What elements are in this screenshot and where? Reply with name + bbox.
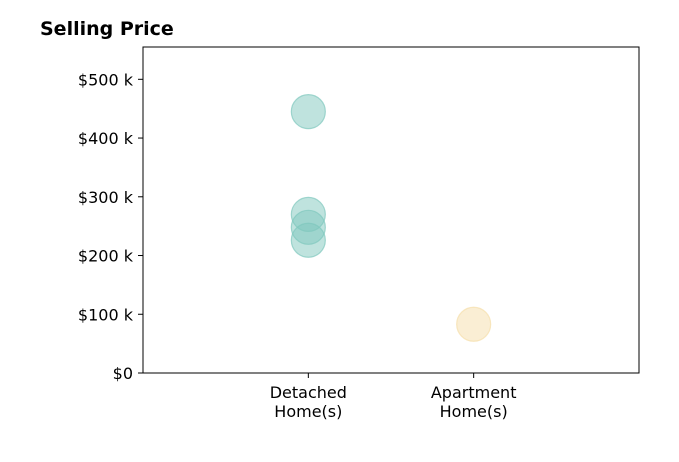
x-tick-label: Detached Home(s) — [270, 383, 347, 421]
y-axis: $0 $100 k $200 k $300 k $400 k $500 k — [78, 70, 143, 383]
data-point — [456, 306, 492, 342]
chart-title: Selling Price — [40, 18, 174, 40]
x-tick-label-line: Detached — [270, 383, 347, 402]
data-points — [290, 94, 492, 342]
x-tick-label-line: Home(s) — [440, 402, 508, 421]
y-tick-label: $400 k — [78, 129, 134, 148]
y-tick-label: $200 k — [78, 247, 134, 266]
plot-frame — [142, 46, 640, 374]
data-point — [290, 222, 326, 258]
x-axis: Detached Home(s)Apartment Home(s) — [270, 373, 517, 421]
x-tick-label: Apartment Home(s) — [431, 383, 517, 421]
y-tick-label: $100 k — [78, 305, 134, 324]
x-tick-label-line: Home(s) — [274, 402, 342, 421]
y-tick-label: $0 — [113, 364, 133, 383]
y-tick-label: $500 k — [78, 70, 134, 89]
data-point — [290, 94, 326, 130]
x-tick-label-line: Apartment — [431, 383, 517, 402]
y-tick-label: $300 k — [78, 188, 134, 207]
